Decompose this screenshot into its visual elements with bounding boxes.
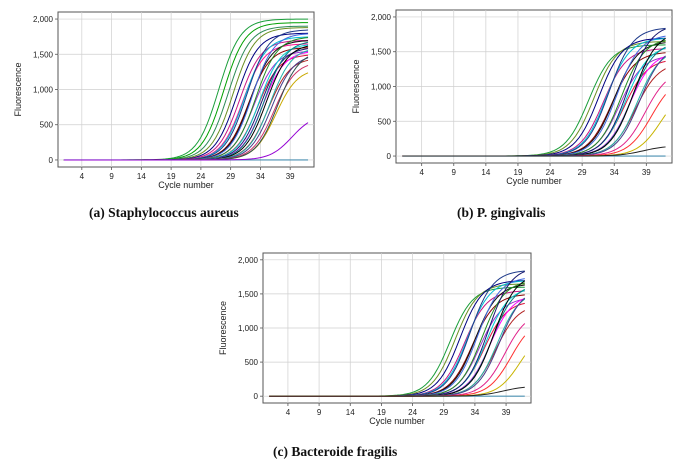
x-axis-label: Cycle number — [158, 180, 214, 190]
x-tick-label: 14 — [346, 408, 355, 417]
y-tick-label: 0 — [49, 156, 54, 165]
caption-p-gingivalis: (b) P. gingivalis — [457, 205, 546, 220]
y-axis-label: Fluorescence — [13, 62, 23, 116]
y-tick-label: 1,500 — [33, 50, 54, 59]
x-axis-label: Cycle number — [506, 176, 562, 186]
x-tick-label: 9 — [109, 172, 114, 181]
x-tick-label: 29 — [578, 168, 587, 177]
y-tick-label: 2,000 — [33, 15, 54, 24]
x-tick-label: 4 — [419, 168, 424, 177]
x-tick-label: 4 — [286, 408, 291, 417]
chart-p-gingivalis: 4 9 14 19 24 29 34 39 0 500 1,000 1,500 2,000 Cycle n… — [351, 9, 673, 186]
y-tick-label: 500 — [378, 117, 392, 126]
x-tick-label: 39 — [286, 172, 295, 181]
x-tick-label: 14 — [481, 168, 490, 177]
y-tick-label: 1,500 — [238, 290, 259, 299]
y-axis-label: Fluorescence — [218, 301, 228, 355]
x-tick-label: 34 — [610, 168, 619, 177]
y-axis-label: Fluorescence — [351, 59, 361, 113]
series-line — [269, 386, 525, 397]
x-tick-label: 29 — [439, 408, 448, 417]
caption-staphylococcus-aureus: (a) Staphylococcus aureus — [89, 205, 239, 220]
x-tick-label: 19 — [167, 172, 176, 181]
y-tick-label: 0 — [387, 152, 392, 161]
x-tick-label: 39 — [502, 408, 511, 417]
y-tick-label: 500 — [245, 358, 259, 367]
y-tick-label: 1,500 — [371, 48, 392, 57]
x-tick-label: 9 — [317, 408, 322, 417]
y-tick-label: 2,000 — [371, 13, 392, 22]
x-tick-label: 4 — [80, 172, 85, 181]
series-line — [63, 122, 309, 161]
x-tick-label: 39 — [642, 168, 651, 177]
x-tick-label: 19 — [377, 408, 386, 417]
x-tick-label: 24 — [408, 408, 417, 417]
y-tick-label: 500 — [40, 121, 54, 130]
y-tick-label: 1,000 — [33, 86, 54, 95]
chart-staphylococcus-aureus: 4 9 14 19 24 29 34 39 0 500 1,000 1,500 2,000 Cycle n… — [13, 11, 315, 190]
x-axis-label: Cycle number — [369, 416, 425, 426]
x-tick-label: 34 — [470, 408, 479, 417]
y-tick-label: 0 — [254, 392, 259, 401]
y-tick-label: 1,000 — [238, 324, 259, 333]
y-tick-label: 1,000 — [371, 83, 392, 92]
x-tick-label: 9 — [452, 168, 457, 177]
x-tick-label: 14 — [137, 172, 146, 181]
series-line — [402, 146, 666, 157]
x-tick-label: 24 — [546, 168, 555, 177]
x-tick-label: 34 — [256, 172, 265, 181]
x-tick-label: 24 — [196, 172, 205, 181]
chart-bacteroide-fragilis: 4 9 14 19 24 29 34 39 0 500 1,000 1,500 2,000 Cycle n… — [218, 252, 532, 426]
y-tick-label: 2,000 — [238, 256, 259, 265]
caption-bacteroide-fragilis: (c) Bacteroide fragilis — [273, 444, 398, 459]
x-tick-label: 29 — [226, 172, 235, 181]
x-tick-label: 19 — [514, 168, 523, 177]
